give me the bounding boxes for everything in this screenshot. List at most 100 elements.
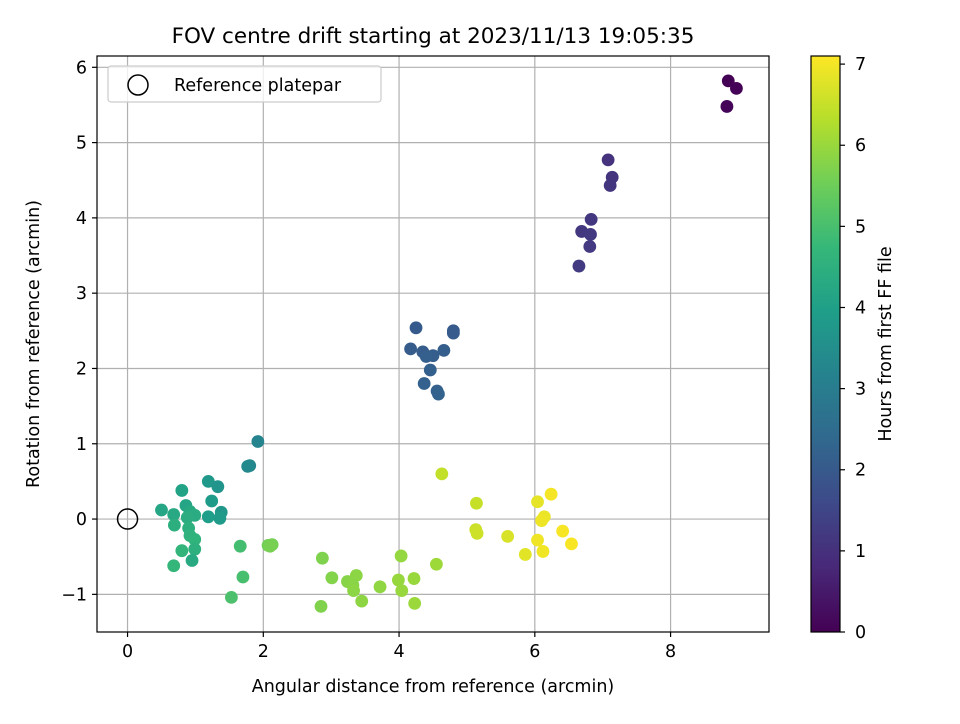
scatter-point (518, 548, 532, 561)
y-tick-label: 2 (76, 359, 87, 379)
x-tick-label: 4 (393, 642, 404, 662)
x-tick-label: 8 (665, 642, 676, 662)
scatter-point (429, 557, 443, 571)
scatter-point (188, 532, 202, 546)
scatter-point (437, 344, 451, 357)
x-tick-label: 6 (529, 642, 540, 662)
colorbar-tick-label: 4 (855, 298, 866, 318)
scatter-point (730, 81, 743, 95)
scatter-point (531, 495, 544, 509)
scatter-point (175, 544, 189, 558)
colorbar-label: Hours from first FF file (876, 246, 896, 441)
scatter-point (394, 549, 408, 563)
y-tick-label: −1 (61, 585, 87, 605)
colorbar-tick-label: 2 (855, 461, 866, 481)
legend-label: Reference platepar (174, 76, 342, 96)
scatter-point (470, 496, 483, 510)
scatter-point (263, 539, 277, 553)
scatter-point (501, 529, 515, 543)
scatter-point (417, 377, 431, 390)
y-tick-label: 6 (76, 58, 87, 78)
colorbar-tick-label: 6 (855, 136, 866, 156)
y-tick-label: 0 (76, 510, 87, 530)
scatter-point (408, 596, 422, 610)
scatter-point (531, 533, 544, 547)
scatter-point (167, 518, 181, 532)
x-tick-label: 2 (258, 642, 269, 662)
scatter-point (544, 487, 558, 501)
scatter-point (721, 74, 735, 88)
colorbar-ticks: 0 1 2 3 4 5 6 7 (840, 55, 866, 643)
scatter-point (407, 572, 421, 585)
scatter-point (536, 545, 550, 558)
scatter-point (391, 573, 405, 587)
colorbar: 0 1 2 3 4 5 6 7 Hours from first FF file (810, 55, 896, 643)
y-tick-label: 4 (76, 209, 87, 229)
scatter-point (325, 571, 339, 585)
scatter-point (155, 503, 168, 517)
scatter-point (349, 569, 363, 582)
x-tick-label: 0 (122, 642, 133, 662)
scatter-point (584, 228, 597, 241)
scatter-point (201, 510, 215, 524)
scatter-point (211, 480, 225, 494)
colorbar-tick-label: 5 (855, 217, 866, 237)
scatter-point (167, 508, 181, 521)
legend-hollow-circle-marker (127, 74, 149, 96)
scatter-point (241, 459, 255, 473)
scatter-point (167, 559, 181, 573)
colorbar-gradient (811, 56, 840, 632)
data-points (155, 74, 743, 613)
scatter-point (404, 342, 417, 356)
scatter-point (446, 326, 460, 340)
chart-title: FOV centre drift starting at 2023/11/13 … (172, 24, 695, 49)
scatter-point (556, 524, 570, 538)
colorbar-tick-label: 1 (855, 542, 866, 562)
scatter-point (720, 100, 734, 113)
colorbar-frame (810, 55, 841, 633)
colorbar-tick-label: 7 (855, 55, 866, 75)
scatter-point (185, 554, 199, 567)
scatter-point (373, 580, 387, 594)
scatter-point (347, 584, 360, 597)
scatter-point (355, 594, 369, 608)
legend: Reference platepar (107, 65, 382, 103)
colorbar-tick-label: 3 (855, 380, 866, 400)
scatter-point (601, 153, 615, 167)
y-axis-label: Rotation from reference (arcmin) (24, 200, 44, 488)
scatter-point (409, 321, 423, 335)
scatter-point (236, 570, 250, 584)
scatter-point (251, 435, 265, 448)
scatter-point (201, 475, 215, 488)
plot-area-frame (96, 55, 770, 633)
x-axis-ticks: 0 2 4 6 8 (122, 632, 676, 662)
grid-lines (97, 56, 769, 632)
scatter-point (175, 484, 189, 497)
scatter-point (314, 600, 328, 613)
scatter-point (584, 212, 598, 226)
scatter-point (395, 584, 409, 597)
scatter-point (419, 350, 433, 363)
scatter-point (583, 240, 597, 253)
scatter-point (435, 467, 449, 481)
scatter-point (205, 494, 219, 508)
scatter-point (572, 259, 586, 273)
scatter-point (180, 511, 194, 524)
y-tick-label: 1 (76, 435, 87, 455)
scatter-point (432, 387, 445, 401)
scatter-point (535, 514, 549, 527)
scatter-point (225, 590, 238, 604)
y-tick-label: 5 (76, 134, 87, 154)
legend-box (107, 65, 382, 103)
scatter-point (603, 179, 617, 192)
x-axis-label: Angular distance from reference (arcmin) (252, 677, 615, 697)
reference-platepar-marker (116, 508, 139, 530)
y-axis-ticks: −1 0 1 2 3 4 5 6 (61, 58, 97, 605)
scatter-point (213, 511, 227, 525)
scatter-point (315, 551, 329, 565)
scatter-point (188, 542, 202, 556)
scatter-point (565, 537, 578, 551)
scatter-point (470, 526, 484, 540)
scatter-point (233, 539, 247, 553)
